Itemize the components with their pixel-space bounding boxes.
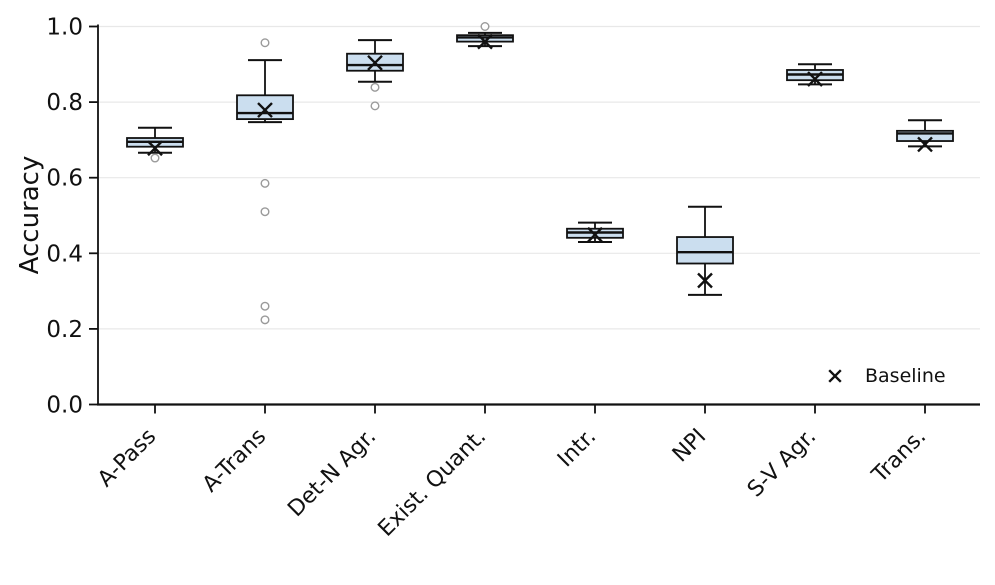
x-tick-label-npi: NPI [668, 424, 711, 467]
baseline-marker [477, 33, 493, 50]
x-tick-label-trans: Trans. [867, 424, 931, 488]
x-tick-label-det-n-agr: Det-N Agr. [283, 424, 381, 522]
baseline-marker [147, 140, 163, 157]
y-tick-label: 0.2 [46, 317, 83, 343]
outlier-point [370, 82, 380, 92]
outlier-point [260, 38, 270, 48]
baseline-marker [807, 71, 823, 87]
outlier-point [260, 178, 270, 188]
outlier-point [150, 153, 160, 163]
legend-label: Baseline [865, 365, 946, 387]
x-tick-label-s-v-agr: S-V Agr. [743, 424, 821, 502]
iqr-box [236, 94, 294, 121]
outlier-point [260, 301, 270, 311]
outlier-point [370, 101, 380, 111]
y-tick-label: 1.0 [46, 15, 83, 41]
iqr-box [676, 236, 734, 265]
baseline-marker [257, 102, 273, 118]
outlier-point [260, 315, 270, 325]
box-plot-a-pass [126, 126, 184, 163]
y-tick-label: 0.4 [46, 241, 83, 267]
y-tick-label: 0.8 [46, 90, 83, 116]
x-tick-label-intr: Intr. [553, 424, 601, 472]
box-plot-s-v-agr [786, 63, 844, 87]
box-plot-det-n-agr [346, 39, 404, 111]
legend: Baseline [826, 365, 946, 387]
baseline-marker [697, 272, 713, 289]
y-tick-label: 0.6 [46, 166, 83, 192]
x-tick-label-a-pass: A-Pass [93, 424, 161, 492]
outlier-point [260, 207, 270, 217]
baseline-marker [917, 136, 933, 153]
x-tick-label-exist-quant: Exist. Quant. [374, 424, 492, 542]
box-plot-trans [896, 119, 954, 153]
box-plot-intr [566, 221, 624, 243]
y-tick-label: 0.0 [46, 393, 83, 419]
y-axis-title: Accuracy [15, 155, 45, 275]
baseline-marker [587, 226, 603, 243]
outlier-point [480, 22, 490, 32]
baseline-marker [367, 54, 383, 71]
box-plot-a-trans [236, 38, 294, 325]
x-tick-label-a-trans: A-Trans [198, 424, 271, 497]
box-plot-exist-quant [456, 22, 514, 50]
iqr-box [896, 129, 954, 142]
box-plot-npi [676, 205, 734, 296]
baseline-x-marker-icon [828, 369, 842, 383]
